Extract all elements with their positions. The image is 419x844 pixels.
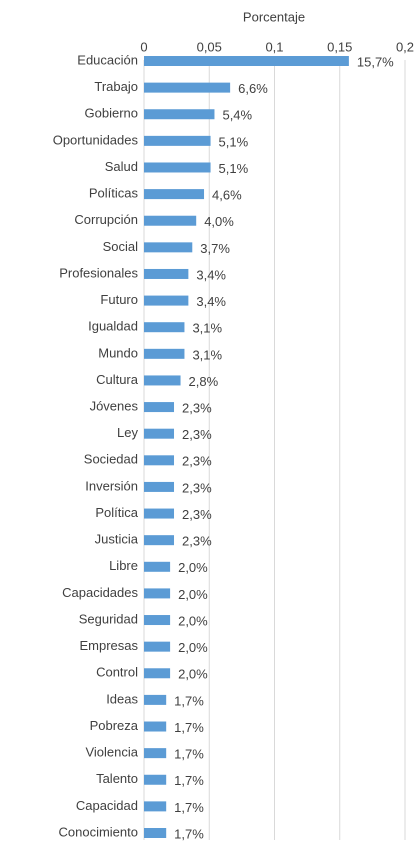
bar — [144, 348, 185, 359]
bar — [144, 322, 185, 333]
bar — [144, 402, 175, 413]
bar — [144, 828, 167, 838]
y-tick-label: Gobierno — [85, 106, 138, 121]
data-label: 4,6% — [212, 188, 242, 203]
x-tick-label: 0,2 — [396, 39, 414, 54]
bar — [144, 135, 211, 146]
bar — [144, 694, 167, 705]
bar — [144, 295, 189, 306]
bar — [144, 82, 231, 93]
data-label: 2,3% — [182, 507, 212, 522]
y-tick-label: Capacidades — [62, 585, 138, 600]
data-label: 5,1% — [219, 134, 249, 149]
bar — [144, 455, 175, 466]
data-label: 2,0% — [178, 667, 208, 682]
bar — [144, 508, 175, 519]
data-label: 2,3% — [182, 534, 212, 549]
data-label: 4,0% — [204, 214, 234, 229]
bar — [144, 801, 167, 812]
y-tick-label: Conocimiento — [59, 824, 139, 839]
y-tick-label: Empresas — [79, 638, 138, 653]
data-label: 2,0% — [178, 640, 208, 655]
x-tick-label: 0,15 — [327, 39, 352, 54]
x-tick-label: 0,1 — [265, 39, 283, 54]
data-label: 6,6% — [238, 81, 268, 96]
data-label: 3,7% — [200, 241, 230, 256]
bar — [144, 56, 349, 66]
data-label: 3,1% — [192, 321, 222, 336]
axis-title: Porcentaje — [243, 9, 305, 24]
y-tick-label: Mundo — [98, 345, 138, 360]
data-label: 2,8% — [189, 374, 219, 389]
bar — [144, 375, 181, 386]
y-tick-label: Sociedad — [84, 452, 138, 467]
data-label: 2,3% — [182, 401, 212, 416]
data-label: 2,3% — [182, 454, 212, 469]
bar — [144, 428, 175, 439]
y-tick-label: Seguridad — [79, 611, 138, 626]
y-tick-label: Profesionales — [59, 265, 138, 280]
y-tick-label: Ley — [117, 425, 138, 440]
bar — [144, 641, 171, 652]
data-label: 5,4% — [222, 108, 252, 123]
bar — [144, 748, 167, 759]
x-tick-label: 0 — [140, 39, 147, 54]
x-tick-label: 0,05 — [197, 39, 222, 54]
y-tick-label: Trabajo — [94, 79, 138, 94]
data-label: 2,3% — [182, 427, 212, 442]
y-tick-label: Justicia — [95, 532, 139, 547]
data-label: 5,1% — [219, 161, 249, 176]
bar — [144, 774, 167, 785]
y-tick-label: Violencia — [85, 745, 138, 760]
data-label: 2,0% — [178, 560, 208, 575]
y-tick-label: Capacidad — [76, 798, 138, 813]
y-tick-label: Futuro — [100, 292, 138, 307]
data-label: 2,0% — [178, 587, 208, 602]
data-label: 3,4% — [196, 294, 226, 309]
data-label: 1,7% — [174, 693, 204, 708]
bar — [144, 109, 215, 120]
y-tick-label: Ideas — [106, 691, 138, 706]
data-label: 1,7% — [174, 826, 204, 841]
bar — [144, 481, 175, 492]
y-tick-label: Cultura — [96, 372, 139, 387]
bar — [144, 162, 211, 173]
bar — [144, 268, 189, 279]
bar — [144, 535, 175, 546]
bar — [144, 561, 171, 572]
bar — [144, 615, 171, 626]
bar — [144, 215, 197, 226]
data-label: 1,7% — [174, 773, 204, 788]
y-tick-label: Oportunidades — [53, 132, 139, 147]
y-tick-label: Inversión — [85, 478, 138, 493]
data-label: 1,7% — [174, 747, 204, 762]
y-tick-label: Talento — [96, 771, 138, 786]
data-label: 1,7% — [174, 800, 204, 815]
y-tick-label: Salud — [105, 159, 138, 174]
y-tick-label: Jóvenes — [90, 399, 139, 414]
bar — [144, 189, 205, 200]
data-label: 3,1% — [192, 347, 222, 362]
y-tick-label: Políticas — [89, 186, 139, 201]
data-label: 2,3% — [182, 480, 212, 495]
data-label: 15,7% — [357, 54, 394, 69]
bar — [144, 668, 171, 679]
y-tick-label: Corrupción — [74, 212, 138, 227]
data-label: 3,4% — [196, 267, 226, 282]
y-tick-label: Pobreza — [90, 718, 139, 733]
y-tick-label: Social — [103, 239, 139, 254]
y-tick-label: Igualdad — [88, 319, 138, 334]
bar — [144, 721, 167, 732]
y-tick-label: Educación — [77, 52, 138, 67]
data-label: 2,0% — [178, 613, 208, 628]
y-tick-label: Política — [95, 505, 138, 520]
bar — [144, 588, 171, 599]
data-label: 1,7% — [174, 720, 204, 735]
bar — [144, 242, 193, 253]
y-tick-label: Libre — [109, 558, 138, 573]
y-tick-label: Control — [96, 665, 138, 680]
